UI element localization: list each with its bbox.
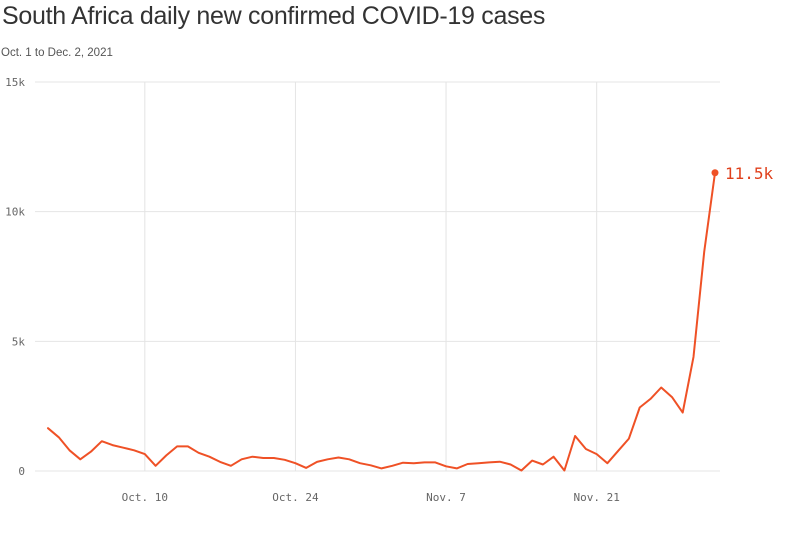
series-line <box>47 171 716 472</box>
x-tick-label: Nov. 7 <box>426 491 466 504</box>
y-tick-label: 5k <box>12 335 26 348</box>
x-tick-label: Oct. 10 <box>122 491 168 504</box>
y-tick-label: 15k <box>5 76 25 89</box>
y-tick-label: 0 <box>18 465 25 478</box>
y-tick-label: 10k <box>5 206 25 219</box>
end-point-marker <box>711 169 719 177</box>
axis-labels: 0 5k 10k 15k Oct. 10 Oct. 24 Nov. 7 Nov. 21 <box>5 76 620 504</box>
grid-lines <box>35 81 720 472</box>
series-layer: 11.5k <box>47 164 774 472</box>
chart-title: South Africa daily new confirmed COVID-1… <box>2 2 546 30</box>
chart-subtitle: Oct. 1 to Dec. 2, 2021 <box>1 47 113 59</box>
x-tick-label: Oct. 24 <box>272 491 319 504</box>
end-value-label: 11.5k <box>725 164 774 183</box>
x-tick-label: Nov. 21 <box>573 491 619 504</box>
